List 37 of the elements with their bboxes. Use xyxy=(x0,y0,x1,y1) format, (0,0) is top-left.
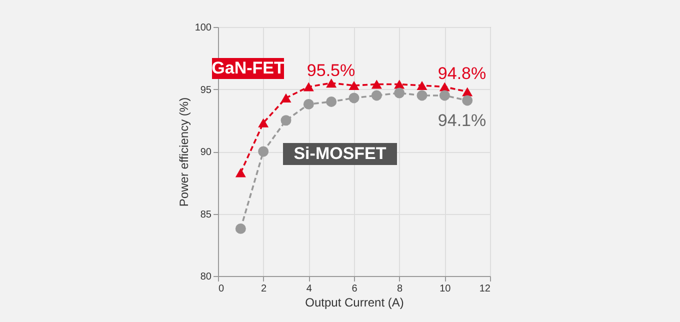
point xyxy=(326,78,337,88)
point xyxy=(235,168,246,178)
series-label: Si-MOSFET xyxy=(294,144,387,163)
x-tick-label: 10 xyxy=(440,284,452,294)
point xyxy=(303,82,314,92)
x-axis-title: Output Current (A) xyxy=(305,296,404,310)
annotation: 94.8% xyxy=(438,64,486,83)
point xyxy=(303,98,314,110)
y-tick-label: 100 xyxy=(194,22,212,34)
annotation: 95.5% xyxy=(306,61,356,80)
point xyxy=(348,80,360,90)
point xyxy=(439,90,450,101)
y-tick-label: 95 xyxy=(200,84,212,96)
point xyxy=(258,118,269,128)
y-axis-title: Power efficiency (%) xyxy=(176,97,191,207)
point xyxy=(326,96,337,107)
point xyxy=(280,93,292,103)
x-tick-label: 2 xyxy=(261,284,268,294)
point xyxy=(416,80,428,90)
x-tick-label: 0 xyxy=(218,284,224,294)
point xyxy=(280,115,292,126)
point xyxy=(235,223,246,234)
x-tick-label: 4 xyxy=(306,284,312,294)
annotation: 94.1% xyxy=(438,111,486,130)
y-tick-label: 80 xyxy=(200,272,212,282)
point xyxy=(462,95,473,106)
point xyxy=(258,146,269,157)
point xyxy=(394,88,405,98)
point xyxy=(348,92,360,104)
point xyxy=(371,90,382,101)
y-tick-label: 85 xyxy=(200,209,212,220)
point xyxy=(416,90,428,101)
x-tick-label: 8 xyxy=(397,284,404,294)
x-tick-label: 12 xyxy=(479,284,491,294)
point xyxy=(371,80,382,89)
x-tick-label: 6 xyxy=(352,284,358,294)
y-tick-label: 90 xyxy=(200,147,212,158)
